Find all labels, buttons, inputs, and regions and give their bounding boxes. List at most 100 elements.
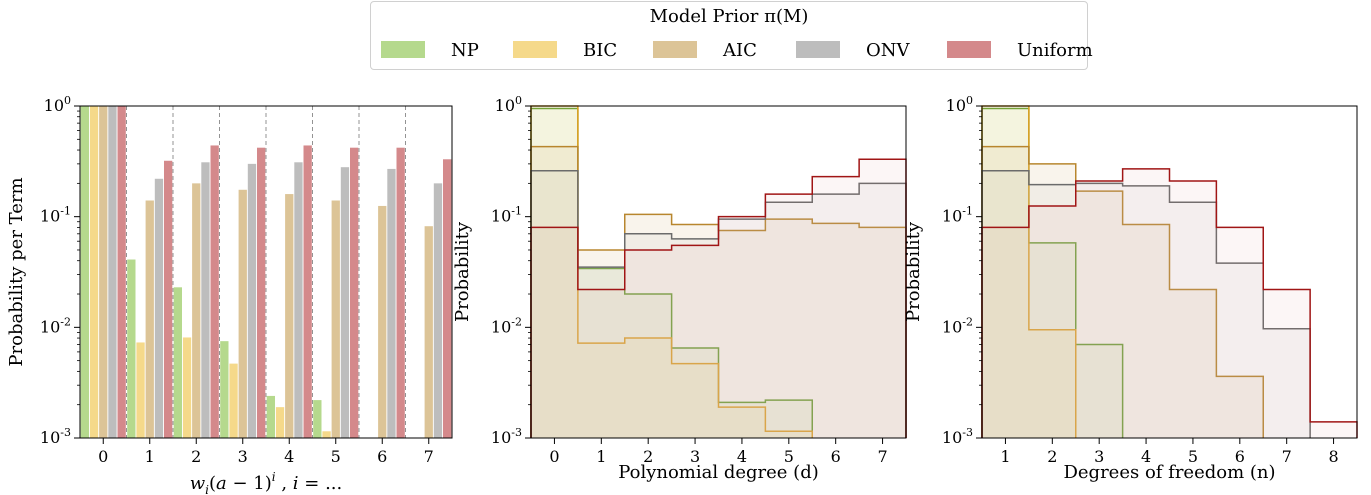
bar-aic-5 [331,200,340,438]
step-line-uniform [981,168,1358,438]
y-axis-label: Probability per Term [6,177,27,366]
x-tick-label: 5 [784,447,794,466]
legend-swatch-aic [653,41,697,58]
bar-uniform-3 [257,147,266,439]
x-tick-label: 4 [284,447,294,466]
x-tick-label: 2 [1047,447,1057,466]
y-tick-label: 10-2 [491,315,522,336]
legend-swatch-uniform [947,41,991,58]
bar-np-3 [220,341,229,438]
y-axis-label: Probability [452,221,473,322]
x-axis-label: Degrees of freedom (n) [1063,462,1275,483]
step-fill-aic [982,146,1264,439]
step-fill-bic [531,106,813,438]
bar-uniform-5 [350,147,359,439]
bar-bic-2 [182,337,192,438]
bar-uniform-2 [210,145,219,439]
legend-label-bic: BIC [583,40,618,61]
x-tick-label: 0 [549,447,559,466]
y-tick-label: 10-3 [942,426,973,447]
x-tick-label: 7 [877,447,887,466]
bar-bic-5 [322,431,331,438]
bar-aic-2 [192,183,201,438]
bar-aic-4 [285,194,294,438]
legend-label-onv: ONV [866,40,910,61]
legend-swatch-bic [513,41,557,58]
y-tick-label: 10-3 [491,426,522,447]
step-line-uniform [530,158,907,438]
x-tick-label: 1 [145,447,155,466]
x-tick-label: 2 [191,447,201,466]
bar-bic-4 [275,407,285,438]
y-tick-label: 10-1 [942,205,973,226]
legend-label-aic: AIC [723,40,757,61]
plot-frame [530,105,907,439]
x-tick-label: 8 [1328,447,1338,466]
x-tick-label: 7 [424,447,434,466]
bar-np-4 [266,395,275,438]
x-tick-label: 6 [1235,447,1245,466]
plot-frame [981,105,1358,439]
step-fill-uniform [982,168,1357,438]
bar-uniform-7 [443,159,452,438]
x-tick-label: 4 [737,447,747,466]
y-tick-label: 10-1 [40,205,71,226]
y-tick-label: 10-2 [942,315,973,336]
bar-onv-6 [387,168,396,438]
plot-frame [79,105,453,439]
bar-aic-0 [99,106,108,438]
bar-aic-3 [238,189,247,438]
legend-swatch-np [381,41,425,58]
x-tick-label: 6 [831,447,841,466]
x-tick-label: 3 [1094,447,1104,466]
y-tick-label: 10-3 [40,426,71,447]
y-tick-label: 100 [946,94,973,115]
bar-uniform-1 [164,160,173,438]
bar-onv-2 [201,162,210,438]
x-tick-label: 1 [596,447,606,466]
bar-uniform-4 [303,145,312,439]
bar-uniform-6 [396,147,405,439]
x-tick-label: 5 [1188,447,1198,466]
x-tick-label: 7 [1282,447,1292,466]
bar-onv-3 [247,163,257,439]
y-axis-label: Probability [903,221,924,322]
bar-np-0 [80,106,89,438]
legend: Model Prior π(M) NP BIC AIC ONV Uniform [370,1,1093,70]
step-fill-np [982,108,1123,438]
bar-onv-7 [433,183,443,438]
y-tick-label: 100 [44,94,71,115]
x-tick-label: 3 [690,447,700,466]
step-line-onv [981,169,1311,438]
y-tick-label: 100 [495,94,522,115]
step-fill-uniform [531,159,906,438]
x-tick-label: 4 [1141,447,1151,466]
step-fill-np [531,108,813,438]
y-tick-label: 10-2 [40,315,71,336]
legend-label-np: NP [451,40,479,61]
x-axis-label: Polynomial degree (d) [618,462,819,483]
bar-onv-5 [340,167,350,438]
bar-onv-0 [108,106,117,438]
bar-bic-0 [89,106,99,438]
x-tick-label: 0 [98,447,108,466]
bar-uniform-0 [117,106,126,438]
y-tick-label: 10-1 [491,205,522,226]
legend-swatch-onv [796,41,840,58]
bar-onv-4 [294,162,303,438]
step-fill-onv [982,170,1311,438]
bar-aic-7 [424,226,433,438]
x-tick-label: 2 [643,447,653,466]
step-line-bic [530,105,813,438]
x-tick-label: 1 [1000,447,1010,466]
bar-bic-3 [229,363,238,438]
x-axis-label: wi(a − 1)i , i = ... [190,470,343,495]
step-line-aic [981,145,1264,438]
legend-label-uniform: Uniform [1017,40,1093,61]
legend-title: Model Prior π(M) [649,6,809,27]
bar-onv-1 [154,178,164,438]
step-line-np [981,107,1124,438]
bar-np-2 [173,287,182,438]
bar-aic-1 [145,200,154,438]
